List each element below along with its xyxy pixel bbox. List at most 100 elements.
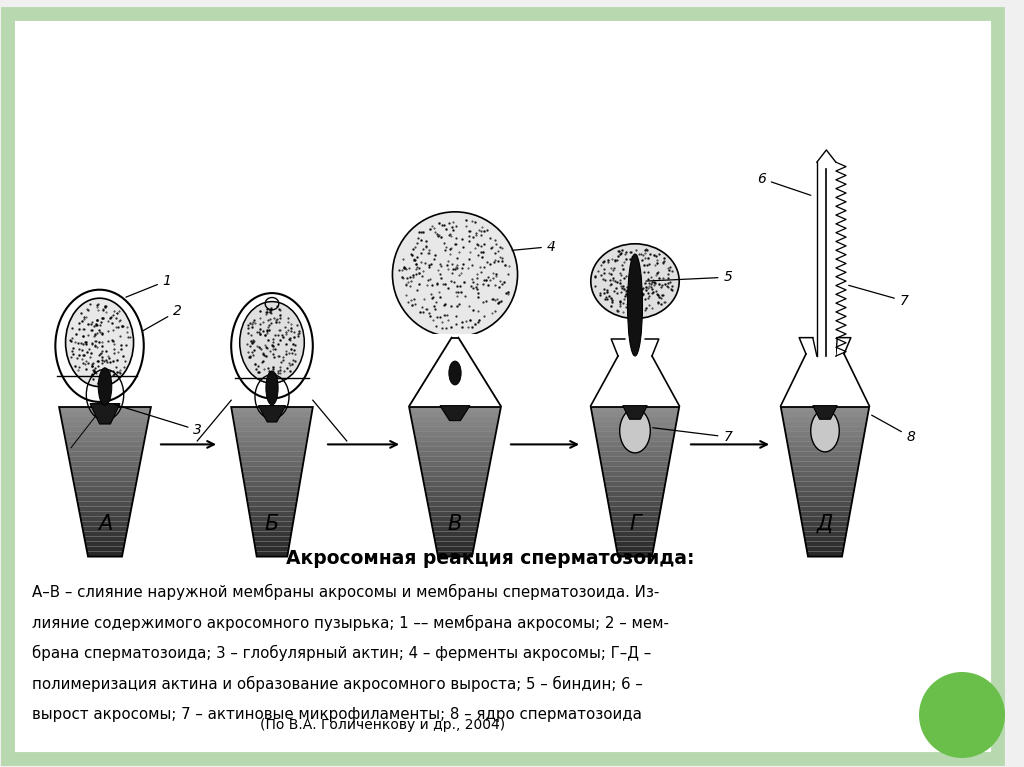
Polygon shape: [253, 532, 292, 537]
Polygon shape: [243, 477, 301, 482]
Polygon shape: [796, 487, 855, 492]
Polygon shape: [601, 462, 670, 467]
Circle shape: [919, 672, 1005, 758]
Polygon shape: [250, 517, 294, 522]
Polygon shape: [74, 482, 136, 487]
Ellipse shape: [811, 410, 840, 452]
Polygon shape: [65, 437, 145, 442]
Polygon shape: [797, 492, 854, 497]
Polygon shape: [785, 432, 864, 437]
Text: 2: 2: [142, 304, 182, 331]
Polygon shape: [83, 532, 127, 537]
Text: полимеризация актина и образование акросомного выроста; 5 – биндин; 6 –: полимеризация актина и образование акрос…: [32, 676, 643, 692]
Text: (По В.А. Голиченкову и др., 2004): (По В.А. Голиченкову и др., 2004): [260, 718, 505, 732]
Polygon shape: [593, 417, 678, 422]
Polygon shape: [788, 452, 861, 457]
Polygon shape: [436, 547, 474, 551]
Polygon shape: [611, 522, 658, 527]
Polygon shape: [600, 457, 670, 462]
Polygon shape: [252, 527, 293, 532]
Polygon shape: [787, 442, 863, 447]
Polygon shape: [614, 537, 655, 542]
Ellipse shape: [98, 368, 112, 405]
Polygon shape: [604, 482, 666, 487]
Polygon shape: [86, 547, 124, 551]
Polygon shape: [239, 452, 305, 457]
Polygon shape: [612, 527, 657, 532]
Polygon shape: [87, 551, 123, 557]
Ellipse shape: [591, 244, 679, 318]
Polygon shape: [232, 417, 311, 422]
Ellipse shape: [628, 254, 642, 356]
Polygon shape: [432, 527, 478, 532]
Text: 8: 8: [871, 415, 915, 444]
Polygon shape: [412, 422, 498, 427]
Polygon shape: [800, 512, 850, 517]
Polygon shape: [427, 502, 482, 507]
Polygon shape: [410, 412, 500, 417]
Polygon shape: [236, 432, 308, 437]
Polygon shape: [609, 507, 662, 512]
Polygon shape: [79, 507, 132, 512]
Polygon shape: [591, 407, 679, 412]
Polygon shape: [413, 427, 497, 432]
Polygon shape: [62, 422, 148, 427]
Polygon shape: [240, 457, 304, 462]
Polygon shape: [418, 452, 493, 457]
Polygon shape: [420, 462, 490, 467]
Polygon shape: [597, 442, 673, 447]
Polygon shape: [615, 542, 654, 547]
Ellipse shape: [66, 298, 133, 387]
Polygon shape: [249, 512, 295, 517]
Polygon shape: [613, 532, 656, 537]
Polygon shape: [780, 407, 869, 412]
Polygon shape: [788, 447, 862, 452]
Polygon shape: [66, 442, 144, 447]
Ellipse shape: [266, 371, 279, 405]
Ellipse shape: [240, 301, 304, 384]
Polygon shape: [592, 412, 678, 417]
Text: А: А: [98, 514, 112, 534]
Polygon shape: [82, 527, 128, 532]
Polygon shape: [430, 517, 479, 522]
Ellipse shape: [231, 293, 312, 399]
Polygon shape: [605, 487, 665, 492]
Polygon shape: [258, 406, 286, 422]
Polygon shape: [781, 412, 868, 417]
Polygon shape: [410, 407, 501, 412]
Text: вырост акросомы; 7 – актиновые микрофиламенты; 8 – ядро сперматозоида: вырост акросомы; 7 – актиновые микрофила…: [32, 706, 642, 722]
Polygon shape: [803, 527, 848, 532]
Polygon shape: [607, 497, 663, 502]
Polygon shape: [602, 467, 669, 472]
Polygon shape: [797, 497, 853, 502]
Polygon shape: [610, 517, 659, 522]
Text: 3: 3: [115, 404, 203, 437]
Polygon shape: [610, 512, 660, 517]
Polygon shape: [234, 427, 309, 432]
Polygon shape: [802, 522, 848, 527]
Polygon shape: [431, 522, 479, 527]
Polygon shape: [69, 457, 141, 462]
Polygon shape: [59, 407, 151, 412]
Polygon shape: [424, 482, 486, 487]
Polygon shape: [791, 462, 859, 467]
Polygon shape: [231, 407, 312, 412]
Text: 5: 5: [646, 270, 732, 285]
Polygon shape: [426, 492, 484, 497]
Polygon shape: [599, 452, 671, 457]
Polygon shape: [232, 412, 312, 417]
Polygon shape: [244, 482, 300, 487]
Polygon shape: [90, 403, 120, 424]
Bar: [817, 162, 836, 356]
Polygon shape: [246, 492, 298, 497]
Polygon shape: [786, 437, 864, 442]
Polygon shape: [806, 547, 844, 551]
Polygon shape: [598, 447, 672, 452]
Polygon shape: [435, 542, 475, 547]
Polygon shape: [254, 542, 290, 547]
Polygon shape: [84, 537, 126, 542]
Text: Акросомная реакция сперматозоида:: Акросомная реакция сперматозоида:: [286, 549, 694, 568]
Text: Б: Б: [265, 514, 280, 534]
Polygon shape: [61, 417, 148, 422]
Polygon shape: [784, 427, 865, 432]
